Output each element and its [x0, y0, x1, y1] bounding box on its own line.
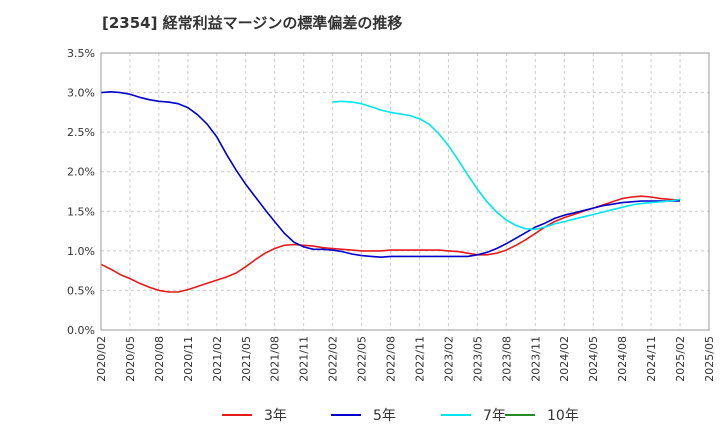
y-axis-ticks: 0.0% 0.5% 1.0% 1.5% 2.0% 2.5% 3.0% 3.5%: [67, 47, 95, 337]
x-tick-label: 2023/08: [500, 336, 513, 382]
legend-label: 7年: [483, 408, 506, 424]
series-line-7年: [332, 100, 681, 231]
y-tick-label: 2.0%: [67, 166, 95, 179]
legend-label: 5年: [373, 408, 396, 424]
x-tick-label: 2024/11: [645, 336, 658, 382]
y-tick-label: 3.0%: [67, 87, 95, 100]
grid-layer: [100, 52, 710, 331]
series-layer: [100, 91, 681, 293]
legend-swatch: [505, 414, 535, 416]
x-tick-label: 2023/05: [471, 336, 484, 382]
x-tick-label: 2021/08: [269, 336, 282, 382]
y-tick-label: 2.5%: [67, 126, 95, 139]
x-tick-label: 2025/05: [703, 336, 716, 382]
legend-swatch: [331, 414, 361, 416]
x-tick-label: 2021/02: [211, 336, 224, 382]
legend-label: 10年: [547, 408, 579, 424]
plot-area-frame: [100, 52, 710, 331]
y-tick-label: 1.5%: [67, 205, 95, 218]
legend-label: 3年: [264, 408, 287, 424]
x-tick-label: 2023/11: [529, 336, 542, 382]
x-tick-label: 2022/11: [413, 336, 426, 382]
x-tick-label: 2020/08: [153, 336, 166, 382]
x-tick-label: 2022/02: [327, 336, 340, 382]
x-tick-label: 2024/02: [558, 336, 571, 382]
x-tick-label: 2020/11: [182, 336, 195, 382]
y-tick-label: 0.0%: [67, 324, 95, 337]
x-axis-ticks: 2020/02 2020/05 2020/08 2020/11 2021/02 2021/…: [95, 336, 716, 382]
x-tick-label: 2022/08: [385, 336, 398, 382]
series-line-5年: [100, 91, 680, 259]
y-tick-label: 1.0%: [67, 245, 95, 258]
x-tick-label: 2020/05: [124, 336, 137, 382]
x-tick-label: 2024/05: [587, 336, 600, 382]
y-tick-label: 3.5%: [67, 47, 95, 60]
y-tick-label: 0.5%: [67, 284, 95, 297]
chart-title: [2354] 経常利益マージンの標準偏差の推移: [102, 14, 403, 32]
legend-swatch: [441, 414, 471, 416]
x-tick-label: 2021/11: [298, 336, 311, 382]
legend-swatch: [222, 414, 252, 416]
x-tick-label: 2024/08: [616, 336, 629, 382]
x-tick-label: 2025/02: [674, 336, 687, 382]
legend: 3年 5年 7年 10年: [0, 404, 720, 426]
x-tick-label: 2020/02: [95, 336, 108, 382]
x-tick-label: 2021/05: [240, 336, 253, 382]
x-tick-label: 2023/02: [442, 336, 455, 382]
x-tick-label: 2022/05: [356, 336, 369, 382]
